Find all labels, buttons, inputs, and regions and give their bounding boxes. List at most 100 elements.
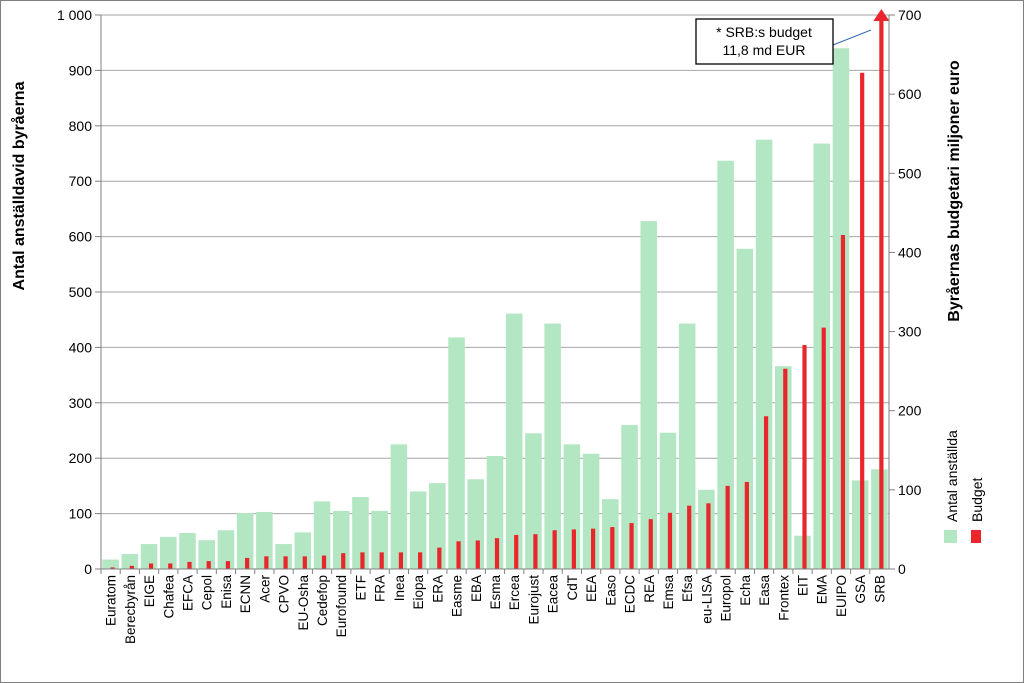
left-tick-label: 1 000 — [57, 7, 92, 23]
tick-labels: 0 100 200 300 400 500 600 700 800 900 1 000 0 100 200… — [57, 7, 922, 644]
budget-bar — [725, 485, 730, 569]
staff-bar — [582, 453, 600, 569]
budget-bar — [341, 553, 346, 569]
budget-bar — [264, 556, 269, 569]
staff-bar — [390, 444, 408, 569]
category-label: Efsa — [680, 575, 695, 603]
staff-bar — [179, 532, 196, 569]
staff-bar — [332, 510, 350, 569]
note-line-1: * SRB:s budget — [716, 24, 812, 40]
axes — [95, 14, 895, 574]
budget-bar — [168, 563, 173, 569]
category-label: Easme — [450, 575, 465, 617]
budget-bar — [148, 563, 154, 569]
left-tick-label: 900 — [69, 62, 93, 78]
budget-bar — [821, 327, 826, 569]
staff-bar — [467, 479, 485, 569]
staff-bar — [140, 544, 158, 569]
left-tick-label: 300 — [69, 395, 93, 411]
staff-bar — [659, 432, 677, 569]
right-axis-title: Byråernas budgetari miljoner euro — [945, 60, 963, 322]
right-tick-label: 700 — [898, 7, 922, 23]
category-label: Enisa — [219, 575, 234, 609]
budget-bar — [398, 552, 404, 569]
category-label: Eurojust — [526, 575, 541, 625]
category-label: EMA — [815, 575, 830, 604]
category-label: Chafea — [161, 575, 176, 619]
right-tick-label: 200 — [898, 403, 922, 419]
category-label: EBA — [469, 575, 484, 602]
category-label: Cepol — [200, 575, 215, 610]
budget-bar — [321, 555, 327, 569]
staff-bar — [294, 532, 312, 569]
budget-bar — [571, 529, 576, 569]
staff-bar — [640, 221, 658, 569]
budget-bar — [552, 530, 557, 569]
staff-bar — [429, 483, 446, 569]
left-tick-label: 500 — [69, 284, 93, 300]
left-tick-label: 100 — [69, 506, 93, 522]
budget-bar — [879, 15, 884, 569]
staff-bar — [256, 511, 273, 569]
category-label: Eiopa — [411, 575, 426, 610]
category-label: Eurofound — [334, 575, 349, 637]
staff-bar — [371, 510, 388, 569]
right-tick-label: 100 — [898, 482, 922, 498]
category-label: Cedefop — [315, 575, 330, 626]
note-connector-line — [832, 29, 872, 46]
budget-bar — [667, 512, 673, 569]
category-label: EIGE — [142, 575, 157, 607]
category-label: EFCA — [180, 575, 195, 611]
staff-bar — [160, 536, 177, 569]
budget-bar — [533, 534, 538, 569]
budget-bar — [283, 556, 288, 569]
budget-bar — [840, 235, 846, 569]
left-tick-label: 0 — [84, 561, 92, 577]
category-label: EU-Osha — [296, 575, 311, 631]
budget-bar — [225, 561, 231, 569]
category-label: EUIPO — [834, 575, 849, 617]
category-label: ERA — [430, 575, 445, 603]
left-tick-label: 700 — [69, 173, 93, 189]
budget-bar — [494, 538, 500, 569]
budget-overflow-arrow — [873, 9, 890, 21]
budget-bar — [360, 552, 365, 569]
left-tick-label: 800 — [69, 118, 93, 134]
category-label: Acer — [257, 575, 272, 603]
budget-bar — [475, 540, 480, 569]
staff-bar — [678, 323, 696, 569]
budget-bar — [590, 528, 596, 569]
budget-bar — [860, 72, 865, 569]
legend-swatch-staff — [944, 530, 957, 543]
gridlines — [101, 14, 889, 515]
budget-bar — [763, 416, 769, 569]
category-label: Berecbyrån — [123, 575, 138, 644]
budget-bar — [648, 519, 653, 569]
staff-bar — [717, 160, 734, 569]
staff-bar — [544, 323, 561, 569]
budget-bar — [706, 503, 711, 569]
staff-bar — [755, 139, 773, 569]
budget-bar — [187, 561, 192, 569]
category-label: Emsa — [661, 575, 676, 610]
right-tick-label: 300 — [898, 324, 922, 340]
staff-bar — [313, 501, 331, 569]
legend-label-budget: Budget — [969, 478, 985, 522]
category-label: Frontex — [776, 575, 791, 621]
staff-bar — [352, 496, 369, 569]
category-label: EEA — [584, 575, 599, 602]
budget-bar — [687, 505, 692, 569]
budget-bar — [206, 561, 211, 569]
staff-bar — [236, 513, 254, 569]
category-label: FRA — [373, 575, 388, 602]
left-axis-title: Antal anställdavid byråerna — [10, 81, 28, 290]
budget-bar — [456, 541, 461, 569]
legend: Antal anställda Budget — [944, 430, 985, 543]
category-label: Europol — [719, 575, 734, 622]
left-tick-label: 200 — [69, 450, 93, 466]
budget-bar — [744, 481, 749, 569]
budget-bar — [437, 547, 442, 569]
left-tick-label: 400 — [69, 339, 93, 355]
